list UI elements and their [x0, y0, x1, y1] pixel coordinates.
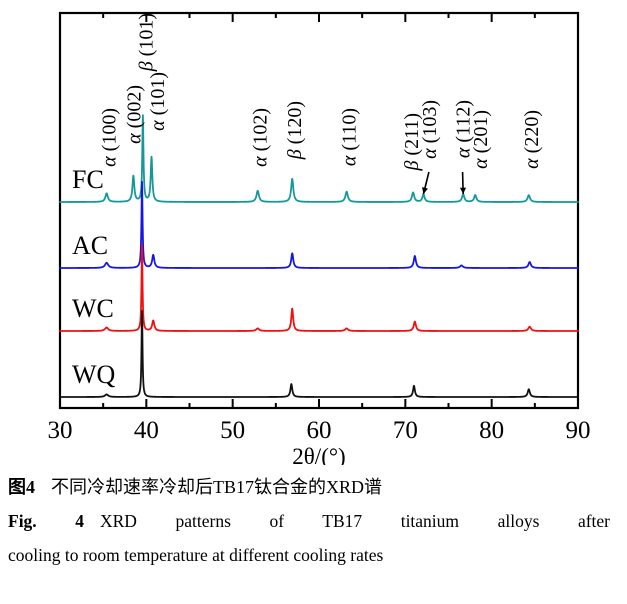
series-label-wc: WC	[72, 294, 114, 323]
peak-label-b101: β (101)	[136, 13, 158, 72]
peak-label-text: α (112)	[453, 100, 475, 158]
caption-chinese: 图4 不同冷却速率冷却后TB17钛合金的XRD谱	[8, 470, 620, 504]
peak-label-a101: α (101)	[147, 72, 169, 131]
figure-caption: 图4 不同冷却速率冷却后TB17钛合金的XRD谱 Fig. 4 XRD patter…	[8, 470, 620, 572]
x-tick-label: 60	[307, 417, 332, 444]
xrd-curve-fc	[59, 114, 579, 203]
xrd-plot-svg: 30 40 50 60 70 80 90 2θ/(°) FC AC WC WQ α (100) α (00…	[48, 11, 591, 465]
caption-english-text1: XRD patterns of TB17 titanium alloys aft…	[100, 511, 610, 531]
xrd-plot: 30 40 50 60 70 80 90 2θ/(°) FC AC WC WQ α (100) α (00…	[48, 11, 591, 465]
peak-label-a002: α (002)	[124, 85, 146, 144]
peak-label-arrowhead	[459, 187, 467, 194]
x-tick-label: 30	[48, 417, 73, 444]
peak-label-b120: β (120)	[284, 101, 306, 160]
peak-label-text: α (102)	[250, 108, 272, 167]
caption-chinese-text: 不同冷却速率冷却后TB17钛合金的XRD谱	[51, 477, 383, 497]
x-tick-label: 90	[566, 417, 591, 444]
peak-label-text: α (201)	[470, 110, 492, 169]
caption-chinese-label: 图4	[8, 477, 35, 497]
peak-label-text: α (103)	[419, 100, 441, 159]
peak-label-a102: α (102)	[250, 108, 272, 167]
peak-label-b211: β (211)	[401, 113, 423, 172]
caption-english-line2: cooling to room temperature at different…	[8, 545, 384, 565]
xrd-curve-wc	[59, 243, 579, 332]
caption-english-line1: Fig. 4 XRD patterns of TB17 titanium allo…	[8, 504, 610, 538]
peak-label-a220: α (220)	[521, 110, 543, 169]
peak-label-text: β (211)	[401, 113, 423, 172]
peak-label-arrowhead	[422, 187, 428, 194]
peak-label-text: β (101)	[136, 13, 158, 72]
caption-english-label: Fig. 4	[8, 511, 84, 531]
series-label-ac: AC	[72, 231, 108, 260]
series-label-wq: WQ	[72, 360, 116, 389]
x-tick-label: 80	[479, 417, 504, 444]
series-label-fc: FC	[72, 165, 104, 194]
xrd-curve-wq	[59, 310, 579, 398]
peak-label-a201: α (201)	[470, 110, 492, 169]
x-tick-label: 50	[220, 417, 245, 444]
peak-label-text: α (101)	[147, 72, 169, 131]
peak-label-text: α (002)	[124, 85, 146, 144]
peak-label-text: α (100)	[99, 108, 121, 167]
xrd-curve-ac	[59, 180, 579, 269]
peak-label-text: α (220)	[521, 110, 543, 169]
x-axis-label: 2θ/(°)	[292, 444, 345, 465]
peak-label-text: β (120)	[284, 101, 306, 160]
peak-label-a100: α (100)	[99, 108, 121, 167]
x-tick-label: 40	[134, 417, 159, 444]
x-tick-label: 70	[393, 417, 418, 444]
peak-label-a112: α (112)	[453, 100, 475, 195]
peak-label-a110: α (110)	[339, 108, 361, 166]
peak-label-a103: α (103)	[419, 100, 441, 195]
peak-label-text: α (110)	[339, 108, 361, 166]
